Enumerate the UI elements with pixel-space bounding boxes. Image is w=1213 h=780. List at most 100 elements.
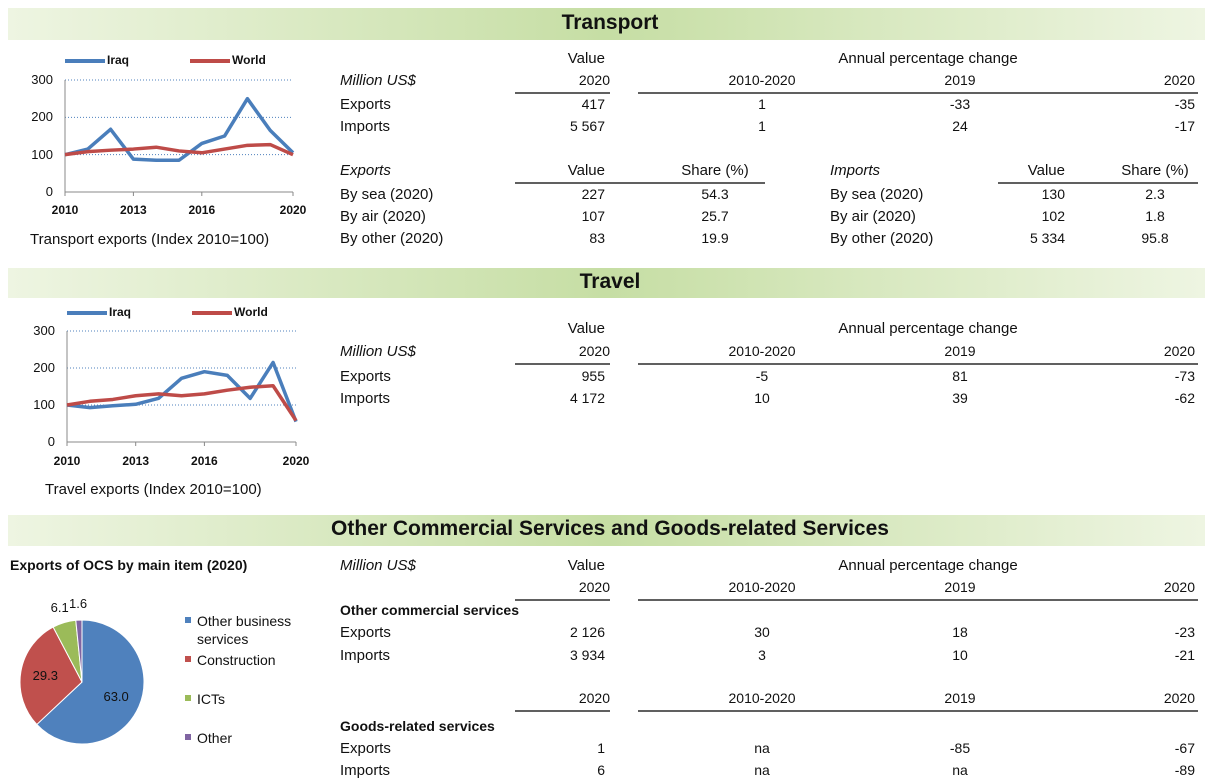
column-header: 2010-2020 xyxy=(728,579,796,596)
cell: 39 xyxy=(952,390,968,407)
y-tick-label: 300 xyxy=(33,322,55,338)
cell: 1 xyxy=(597,740,605,757)
y-tick-label: 100 xyxy=(31,146,53,162)
cell: 30 xyxy=(754,624,770,641)
cell: -62 xyxy=(1174,390,1195,407)
column-header: 2010-2020 xyxy=(728,72,796,89)
cell: -21 xyxy=(1174,647,1195,664)
x-tick-label: 2020 xyxy=(282,454,310,469)
subtable-label: Imports xyxy=(830,161,881,179)
unit-label: Million US$ xyxy=(340,556,416,574)
cell: 81 xyxy=(952,368,968,385)
cell: 24 xyxy=(952,118,968,135)
row-label: By air (2020) xyxy=(830,207,916,225)
cell: 5 334 xyxy=(1029,230,1065,247)
column-header: Value xyxy=(567,556,605,574)
cell: na xyxy=(754,740,770,757)
column-header: Value xyxy=(567,319,605,337)
cell: 2.3 xyxy=(1145,186,1165,203)
column-header: 2020 xyxy=(578,579,610,596)
column-header: 2019 xyxy=(944,72,976,89)
cell: 4 172 xyxy=(569,390,605,407)
x-tick-label: 2020 xyxy=(279,203,307,218)
cell: 227 xyxy=(581,186,605,203)
x-tick-label: 2013 xyxy=(120,203,147,218)
legend-swatch xyxy=(185,695,191,701)
cell: 18 xyxy=(952,624,968,641)
cell: 6 xyxy=(597,762,605,779)
row-label: Imports xyxy=(340,761,391,779)
cell: -85 xyxy=(949,740,971,757)
chart-caption: Travel exports (Index 2010=100) xyxy=(45,480,262,498)
series-line xyxy=(64,96,295,163)
column-header: 2019 xyxy=(944,690,976,707)
legend-swatch xyxy=(185,617,191,623)
cell: 54.3 xyxy=(701,186,729,203)
row-label: By other (2020) xyxy=(830,229,934,247)
x-tick-label: 2010 xyxy=(53,454,81,469)
x-tick-label: 2016 xyxy=(188,203,216,218)
cell: -5 xyxy=(755,368,769,385)
pie-slice xyxy=(19,626,83,726)
cell: 10 xyxy=(952,647,968,664)
section-header-bg xyxy=(8,268,1205,298)
series-line xyxy=(66,360,298,423)
x-tick-label: 2013 xyxy=(122,454,150,469)
column-header: 2019 xyxy=(944,579,976,596)
column-header: 2010-2020 xyxy=(728,343,796,360)
data-label: 1.6 xyxy=(69,596,88,612)
section-title: Other Commercial Services and Goods-rela… xyxy=(331,517,889,541)
data-label: 29.3 xyxy=(32,667,58,683)
cell: -33 xyxy=(949,96,971,113)
row-label: By air (2020) xyxy=(340,207,426,225)
cell: -89 xyxy=(1174,762,1195,779)
row-label: By other (2020) xyxy=(340,229,444,247)
row-label: Exports xyxy=(340,367,391,385)
legend-label: World xyxy=(234,305,268,320)
cell: 130 xyxy=(1041,186,1065,203)
legend-label: Other xyxy=(197,730,233,747)
cell: 955 xyxy=(581,368,605,385)
cell: 2 126 xyxy=(569,624,605,641)
section-header-bg xyxy=(8,515,1205,546)
column-header: 2019 xyxy=(944,343,976,360)
column-header: Value xyxy=(567,49,605,67)
legend-label: Iraq xyxy=(107,53,130,68)
cell: 95.8 xyxy=(1141,230,1169,247)
column-header: Value xyxy=(1027,161,1065,179)
cell: 19.9 xyxy=(701,230,729,247)
row-label: Exports xyxy=(340,95,391,113)
y-tick-label: 100 xyxy=(33,396,55,412)
pie-slice xyxy=(75,619,83,683)
cell: 1.8 xyxy=(1145,208,1165,225)
row-label: By sea (2020) xyxy=(340,185,434,203)
data-label: 63.0 xyxy=(103,688,129,704)
legend-label: ICTs xyxy=(197,691,225,708)
data-label: 6.1 xyxy=(50,599,69,615)
column-header: 2020 xyxy=(578,72,610,89)
legend-swatch xyxy=(185,656,191,662)
series-line xyxy=(64,142,294,157)
group-label: Other commercial services xyxy=(340,602,519,619)
column-header: Share (%) xyxy=(1121,161,1189,179)
cell: 5 567 xyxy=(569,118,605,135)
legend-label: Other business services xyxy=(197,613,292,648)
cell: 1 xyxy=(758,96,766,113)
column-header: 2020 xyxy=(1163,343,1195,360)
row-label: By sea (2020) xyxy=(830,185,924,203)
legend-swatch xyxy=(185,734,191,740)
legend-label: Iraq xyxy=(109,305,132,320)
pie-slice xyxy=(36,619,145,745)
cell: -67 xyxy=(1174,740,1195,757)
column-header: 2020 xyxy=(1163,72,1195,89)
y-tick-label: 200 xyxy=(33,359,55,375)
legend-label: World xyxy=(232,53,266,68)
unit-label: Million US$ xyxy=(340,342,416,360)
cell: 25.7 xyxy=(701,208,729,225)
column-header: Value xyxy=(567,161,605,179)
cell: na xyxy=(754,762,770,779)
cell: -23 xyxy=(1174,624,1195,641)
row-label: Exports xyxy=(340,623,391,641)
section-title: Travel xyxy=(579,270,641,294)
